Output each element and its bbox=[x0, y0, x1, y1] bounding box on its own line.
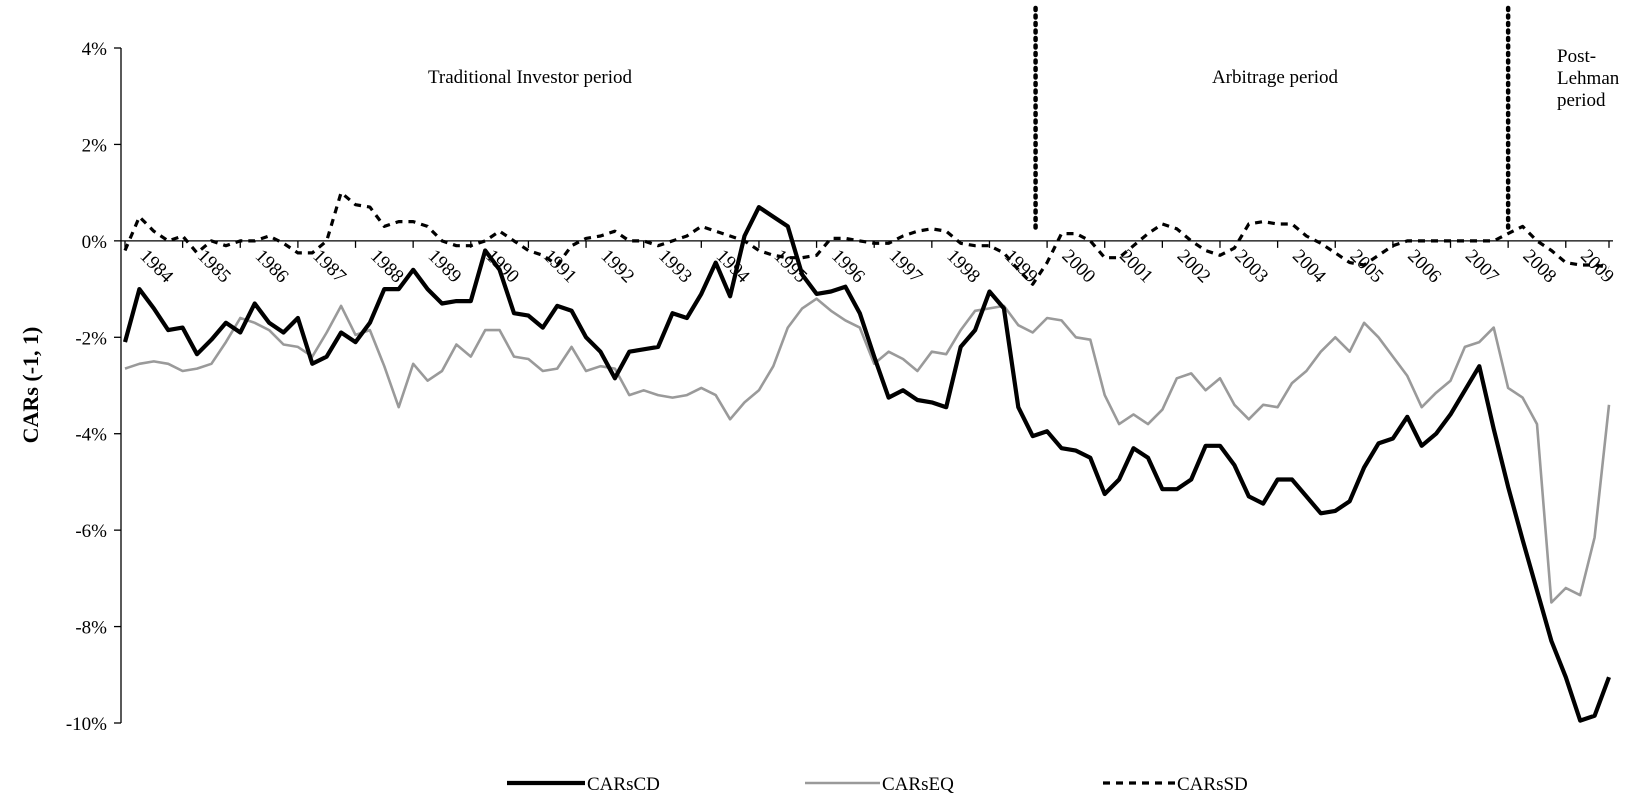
series-line-carscd bbox=[122, 205, 1611, 723]
legend-label-carssd: CARsSD bbox=[1177, 774, 1248, 795]
x-tick-label: 2006 bbox=[1403, 246, 1445, 288]
x-tick-label: 1984 bbox=[135, 246, 177, 288]
x-tick-label: 1988 bbox=[366, 246, 408, 288]
legend-label-carscd: CARsCD bbox=[587, 774, 660, 795]
y-tick-label: -4% bbox=[75, 425, 107, 446]
y-tick-label: -6% bbox=[75, 521, 107, 542]
y-axis: 4% 2% 0% -2% -4% -6% -8% -10% bbox=[66, 39, 122, 735]
x-tick-label: 1992 bbox=[597, 246, 639, 288]
x-tick-label: 1985 bbox=[193, 246, 235, 288]
legend-label-carseq: CARsEQ bbox=[882, 774, 954, 795]
y-tick-label: -2% bbox=[75, 328, 107, 349]
x-tick-label: 1996 bbox=[827, 246, 869, 288]
x-tick-label: 1998 bbox=[942, 246, 984, 288]
x-tick-label: 1991 bbox=[539, 246, 581, 288]
x-tick-label: 2007 bbox=[1461, 246, 1503, 288]
period-label-post-lehman: Post-Lehman period bbox=[1557, 46, 1620, 111]
x-tick-label: 1997 bbox=[885, 246, 927, 288]
x-tick-label: 2003 bbox=[1230, 246, 1272, 288]
x-tick-label: 1993 bbox=[654, 246, 696, 288]
period-label-traditional: Traditional Investor period bbox=[428, 67, 633, 88]
x-tick-label: 1989 bbox=[424, 246, 466, 288]
series-line-carssd bbox=[123, 191, 1610, 286]
y-tick-label: 0% bbox=[82, 232, 108, 253]
x-tick-label: 2001 bbox=[1115, 246, 1157, 288]
period-label-line: period bbox=[1557, 90, 1606, 111]
period-label-line: Lehman bbox=[1557, 68, 1620, 89]
legend: CARsCD CARsEQ CARsSD bbox=[507, 774, 1248, 795]
period-labels: Traditional Investor period Arbitrage per… bbox=[428, 46, 1620, 111]
y-axis-title: CARs (-1, 1) bbox=[18, 327, 43, 444]
series-line-carseq bbox=[124, 297, 1611, 604]
period-label-line: Post- bbox=[1557, 46, 1596, 67]
series-lines bbox=[122, 191, 1611, 723]
period-label-arbitrage: Arbitrage period bbox=[1212, 67, 1339, 88]
y-tick-label: -10% bbox=[66, 714, 107, 735]
y-tick-label: 2% bbox=[82, 135, 108, 156]
period-dividers bbox=[1033, 5, 1511, 235]
x-axis: 1984 1985 1986 1987 1988 1989 1990 1991 1992 1993… bbox=[121, 240, 1618, 288]
x-tick-label: 1986 bbox=[251, 246, 293, 288]
x-tick-label: 2005 bbox=[1346, 246, 1388, 288]
x-tick-label: 2004 bbox=[1288, 246, 1330, 288]
x-tick-label: 2000 bbox=[1058, 246, 1100, 288]
y-tick-label: -8% bbox=[75, 618, 107, 639]
y-tick-label: 4% bbox=[82, 39, 108, 60]
